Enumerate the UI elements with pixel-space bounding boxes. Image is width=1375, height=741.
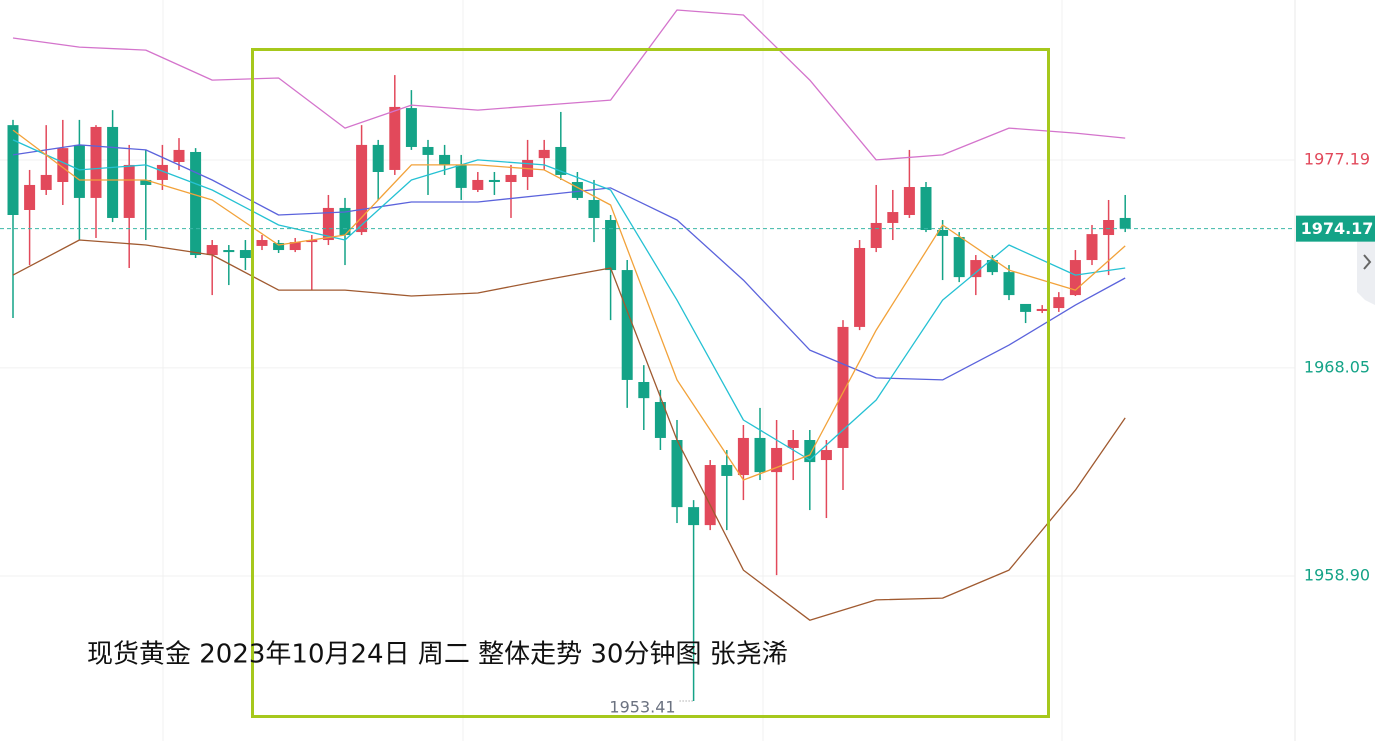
candle-body	[289, 242, 301, 251]
candle-body	[737, 437, 749, 476]
candle-body	[787, 440, 799, 448]
candle-body	[439, 154, 451, 165]
candle-body	[190, 151, 202, 256]
candle-body	[1020, 303, 1032, 312]
candle-body	[704, 465, 716, 526]
candle-body	[820, 450, 832, 461]
candle-body	[73, 144, 85, 198]
candle-body	[472, 179, 484, 190]
candle-body	[571, 182, 583, 198]
candle-body	[937, 230, 949, 236]
candle-body	[986, 260, 998, 273]
collapse-button[interactable]	[1357, 240, 1375, 305]
low-label: 1953.41	[609, 697, 675, 716]
candle-body	[356, 144, 368, 233]
indicator-line	[12, 139, 1126, 461]
candle-body	[107, 126, 119, 218]
candle-body	[621, 270, 633, 380]
candle-body	[24, 184, 36, 210]
candle-body	[140, 179, 152, 185]
candle-body	[306, 240, 318, 243]
candle-body	[156, 164, 168, 180]
candle-body	[721, 465, 733, 476]
candle-body	[538, 149, 550, 159]
candle-body	[754, 437, 766, 473]
candle-body	[7, 125, 19, 215]
candle-body	[953, 237, 965, 278]
candle-body	[123, 164, 135, 218]
chart-title: 现货黄金 2023年10月24日 周二 整体走势 30分钟图 张尧浠	[87, 640, 788, 670]
candle-body	[1119, 217, 1131, 229]
y-tick-label: 1958.90	[1304, 566, 1370, 585]
candle-body	[1069, 260, 1081, 296]
candle-body	[273, 242, 285, 251]
candle-body	[1036, 308, 1048, 312]
candle-body	[870, 222, 882, 248]
last-price-label: 1974.17	[1301, 219, 1374, 238]
candle-body	[605, 220, 617, 271]
candle-body	[588, 199, 600, 218]
y-tick-label: 1968.05	[1304, 357, 1370, 376]
candle-body	[389, 106, 401, 170]
indicator-line	[12, 144, 1126, 381]
candle-body	[688, 507, 700, 526]
candle-body	[223, 250, 235, 253]
candle-body	[455, 164, 467, 188]
candle-body	[771, 447, 783, 473]
candle-body	[837, 326, 849, 448]
candle-body	[372, 144, 384, 172]
indicator-line	[12, 9, 1126, 161]
candle-body	[422, 146, 434, 155]
candle-body	[804, 440, 816, 463]
y-tick-label: 1977.19	[1304, 149, 1370, 168]
candle-body	[671, 440, 683, 508]
indicator-line	[12, 129, 1126, 481]
candle-body	[488, 179, 500, 183]
plot	[0, 9, 1295, 702]
candle-body	[1103, 220, 1115, 236]
candle-body	[206, 245, 218, 256]
candle-body	[920, 187, 932, 231]
candle-body	[970, 260, 982, 278]
candle-body	[1003, 272, 1015, 296]
chevron[interactable]	[1363, 254, 1372, 270]
candle-body	[555, 146, 567, 175]
candle-body	[1053, 297, 1065, 309]
candle-body	[505, 174, 517, 183]
candle-body	[654, 402, 666, 438]
indicator-line	[12, 239, 1126, 621]
candle-body	[239, 250, 251, 258]
candle-body	[405, 108, 417, 147]
candle-body	[322, 207, 334, 241]
candle-body	[638, 381, 650, 399]
highlight-box	[251, 48, 1050, 718]
candle-body	[903, 187, 915, 215]
candle-body	[256, 240, 268, 246]
candle-body	[173, 149, 185, 162]
candle-body	[90, 126, 102, 198]
candle-body	[339, 207, 351, 236]
candle-body	[854, 247, 866, 327]
candle-body	[887, 212, 899, 223]
last-price-box	[1296, 215, 1375, 242]
candle-body	[40, 174, 52, 190]
candle-body	[57, 148, 69, 183]
candle-body	[1086, 234, 1098, 261]
